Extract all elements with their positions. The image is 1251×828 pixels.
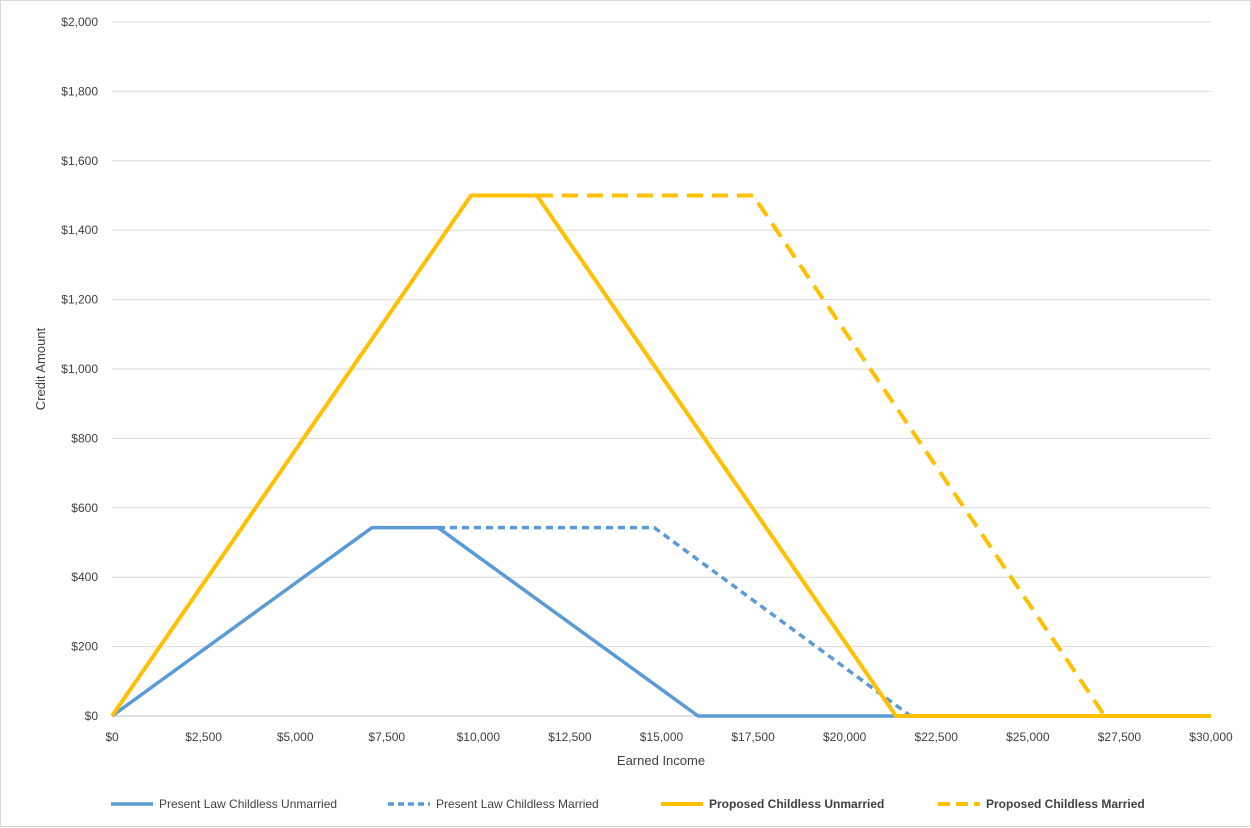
x-axis-tick-labels: $0 $2,500 $5,000 $7,500 $10,000 $12,500 $15,00… bbox=[105, 730, 1233, 744]
x-tick-label: $7,500 bbox=[368, 730, 405, 744]
legend: Present Law Childless Unmarried Present L… bbox=[111, 797, 1145, 811]
gridlines bbox=[112, 21, 1211, 717]
y-tick-label: $600 bbox=[71, 501, 98, 515]
legend-label-1: Present Law Childless Unmarried bbox=[159, 797, 337, 811]
x-tick-label: $20,000 bbox=[823, 730, 867, 744]
y-tick-label: $400 bbox=[71, 570, 98, 584]
y-tick-label: $1,000 bbox=[61, 362, 98, 376]
series-line-4 bbox=[536, 193, 1107, 718]
y-tick-label: $800 bbox=[71, 431, 98, 445]
x-tick-label: $27,500 bbox=[1098, 730, 1142, 744]
x-tick-label: $12,500 bbox=[548, 730, 592, 744]
y-tick-label: $1,800 bbox=[61, 84, 98, 98]
series-line-3 bbox=[110, 193, 1211, 718]
y-axis-title: Credit Amount bbox=[33, 327, 48, 410]
x-tick-label: $2,500 bbox=[185, 730, 222, 744]
x-tick-label: $17,500 bbox=[731, 730, 775, 744]
y-tick-label: $0 bbox=[85, 709, 99, 723]
x-tick-label: $25,000 bbox=[1006, 730, 1050, 744]
x-tick-label: $0 bbox=[105, 730, 119, 744]
y-tick-label: $1,600 bbox=[61, 154, 98, 168]
x-tick-label: $30,000 bbox=[1189, 730, 1233, 744]
x-axis-title: Earned Income bbox=[617, 753, 705, 768]
x-tick-label: $15,000 bbox=[640, 730, 684, 744]
series-line-2 bbox=[438, 525, 912, 718]
y-tick-label: $1,200 bbox=[61, 293, 98, 307]
y-tick-label: $1,400 bbox=[61, 223, 98, 237]
series-line-1 bbox=[110, 525, 1211, 718]
x-tick-label: $10,000 bbox=[457, 730, 501, 744]
y-tick-label: $200 bbox=[71, 640, 98, 654]
legend-label-3: Proposed Childless Unmarried bbox=[709, 797, 884, 811]
y-axis-tick-labels: $0 $200 $400 $600 $800 $1,000 $1,200 $1,400 $1,6… bbox=[61, 15, 98, 723]
x-tick-label: $22,500 bbox=[915, 730, 959, 744]
y-tick-label: $2,000 bbox=[61, 15, 98, 29]
x-tick-label: $5,000 bbox=[277, 730, 314, 744]
legend-label-2: Present Law Childless Married bbox=[436, 797, 599, 811]
series-lines bbox=[110, 193, 1211, 718]
legend-label-4: Proposed Childless Married bbox=[986, 797, 1145, 811]
